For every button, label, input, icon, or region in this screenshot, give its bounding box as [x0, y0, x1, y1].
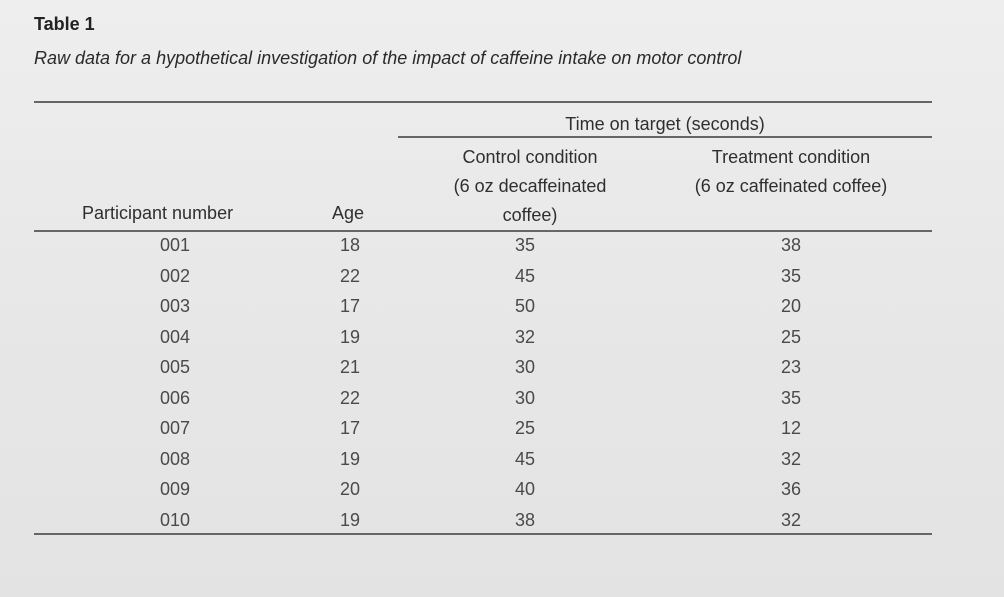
participant-cell: 008 — [160, 448, 191, 469]
age-cell: 17 — [340, 418, 361, 438]
table-row: 008 19 45 32 — [0, 446, 1004, 477]
age-cell: 22 — [340, 265, 361, 286]
table-bottom-rule — [34, 533, 932, 535]
treatment-header-line-1: Treatment condition — [711, 147, 871, 167]
age-cell: 19 — [340, 326, 361, 347]
participant-number-header: Participant number — [82, 203, 234, 223]
participant-cell: 002 — [160, 265, 191, 286]
age-cell: 19 — [340, 509, 361, 530]
table-row: 010 19 38 32 — [0, 507, 1004, 538]
age-cell: 21 — [340, 357, 361, 377]
table-row: 003 17 50 20 — [0, 293, 1004, 324]
age-cell: 17 — [340, 296, 361, 316]
table-body: 001 18 35 38 002 22 45 35 003 17 50 20 0… — [0, 232, 1004, 537]
header-bottom-rule — [34, 230, 932, 232]
time-on-target-header: Time on target (seconds) — [565, 114, 765, 134]
age-cell: 20 — [340, 479, 361, 499]
participant-cell: 006 — [160, 387, 191, 408]
treatment-header-line-2: (6 oz caffeinated coffee) — [694, 176, 888, 196]
treatment-cell: 38 — [781, 235, 802, 255]
treatment-cell: 12 — [781, 418, 802, 438]
control-cell: 50 — [515, 296, 536, 316]
table-row: 004 19 32 25 — [0, 324, 1004, 355]
table-row: 002 22 45 35 — [0, 263, 1004, 294]
table-row: 007 17 25 12 — [0, 415, 1004, 446]
control-cell: 30 — [515, 387, 536, 408]
control-cell: 35 — [515, 235, 536, 255]
treatment-cell: 35 — [781, 265, 802, 286]
treatment-cell: 36 — [781, 479, 802, 499]
participant-cell: 007 — [160, 418, 191, 438]
table-row: 006 22 30 35 — [0, 385, 1004, 416]
control-header-line-1: Control condition — [462, 147, 598, 167]
treatment-cell: 32 — [781, 448, 802, 469]
control-cell: 45 — [515, 448, 536, 469]
participant-cell: 001 — [160, 235, 191, 255]
control-condition-header: Control condition (6 oz decaffeinated co… — [420, 143, 640, 230]
table-row: 001 18 35 38 — [0, 232, 1004, 263]
treatment-cell: 32 — [781, 509, 802, 530]
control-cell: 40 — [515, 479, 536, 499]
age-cell: 19 — [340, 448, 361, 469]
table-top-rule — [34, 101, 932, 103]
control-header-line-2: (6 oz decaffeinated — [453, 176, 607, 196]
participant-cell: 003 — [160, 296, 191, 316]
age-cell: 18 — [340, 235, 361, 255]
participant-cell: 004 — [160, 326, 191, 347]
control-cell: 45 — [515, 265, 536, 286]
table-label: Table 1 — [34, 14, 95, 34]
treatment-cell: 23 — [781, 357, 802, 377]
treatment-cell: 35 — [781, 387, 802, 408]
participant-cell: 010 — [160, 509, 191, 530]
age-cell: 22 — [340, 387, 361, 408]
control-cell: 38 — [515, 509, 536, 530]
control-cell: 25 — [515, 418, 536, 438]
treatment-cell: 25 — [781, 326, 802, 347]
table-title: Raw data for a hypothetical investigatio… — [34, 48, 742, 68]
treatment-cell: 20 — [781, 296, 802, 316]
table-row: 005 21 30 23 — [0, 354, 1004, 385]
control-cell: 30 — [515, 357, 536, 377]
participant-cell: 005 — [160, 357, 191, 377]
treatment-condition-header: Treatment condition (6 oz caffeinated co… — [660, 143, 922, 201]
spanner-rule — [398, 136, 932, 138]
table-row: 009 20 40 36 — [0, 476, 1004, 507]
participant-cell: 009 — [160, 479, 191, 499]
age-header: Age — [332, 203, 365, 223]
control-header-line-3: coffee) — [502, 205, 558, 225]
control-cell: 32 — [515, 326, 536, 347]
